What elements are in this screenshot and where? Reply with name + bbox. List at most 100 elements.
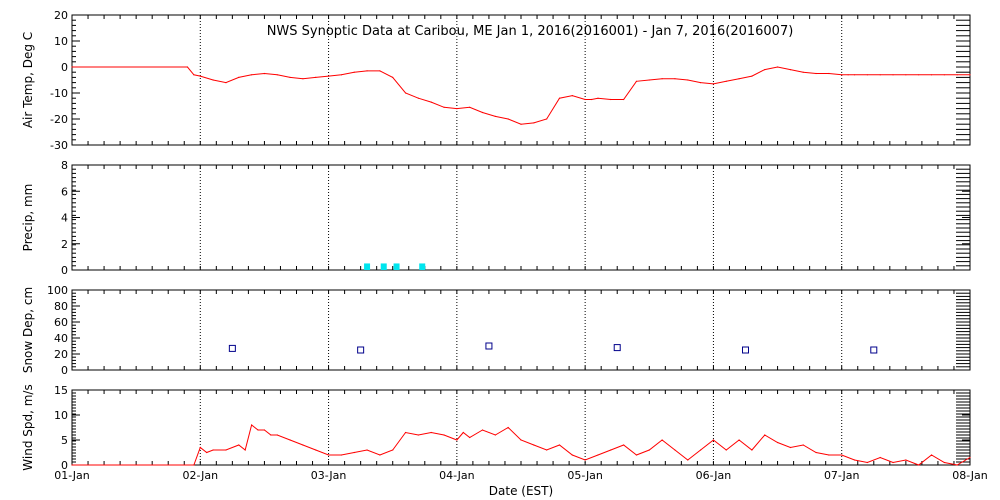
data-point — [687, 79, 689, 81]
ytick-label: 8 — [61, 159, 68, 172]
data-point — [635, 80, 638, 82]
data-point — [687, 459, 689, 461]
data-point — [302, 78, 304, 80]
ytick-label: 10 — [54, 409, 68, 422]
panel-frame — [71, 389, 971, 466]
data-point — [866, 461, 868, 464]
data-point — [481, 111, 484, 114]
data-point — [289, 76, 291, 78]
data-point — [315, 449, 317, 451]
data-point — [494, 115, 496, 117]
data-point — [700, 82, 702, 84]
panel-1: 8 6 4 2 0 Precip, mm — [21, 159, 971, 277]
data-point — [507, 118, 509, 120]
data-point — [469, 106, 471, 108]
data-point — [828, 72, 830, 75]
data-point — [225, 82, 227, 84]
data-point — [597, 454, 599, 456]
data-point — [815, 451, 817, 454]
data-point — [462, 431, 464, 434]
data-point — [648, 449, 650, 451]
data-point — [456, 439, 458, 441]
data-point — [193, 464, 195, 466]
data-point — [238, 444, 240, 446]
xtick-label: 04-Jan — [439, 469, 475, 482]
data-point — [879, 74, 881, 76]
data-point — [212, 449, 214, 451]
data-point — [71, 66, 73, 68]
data-point — [353, 71, 355, 73]
data-point — [507, 426, 509, 429]
ytick-label: -30 — [50, 139, 68, 152]
data-point — [674, 449, 676, 451]
data-point — [802, 444, 804, 446]
ytick-label: 0 — [61, 264, 68, 277]
data-point — [340, 74, 342, 76]
data-point — [956, 74, 958, 76]
y-axis-title: Air Temp, Deg C — [21, 32, 35, 128]
data-point — [892, 74, 894, 76]
data-point — [956, 464, 958, 466]
data-point — [764, 69, 766, 71]
data-point — [943, 74, 945, 76]
data-point — [828, 454, 830, 456]
xtick-label: 03-Jan — [311, 469, 347, 482]
data-point — [263, 429, 266, 431]
temp-series-line — [72, 66, 970, 125]
ytick-label: 0 — [61, 364, 68, 377]
ytick-label: 20 — [54, 348, 68, 361]
data-point — [943, 461, 945, 464]
data-point — [712, 83, 715, 85]
snow-marker — [357, 346, 365, 354]
panel-0: 20 10 0 -10 -20 -30 Air Temp, Deg C — [21, 9, 971, 152]
ytick-label: 80 — [54, 300, 68, 313]
data-point — [289, 439, 291, 441]
data-point — [417, 434, 419, 436]
data-point — [379, 70, 381, 72]
data-point — [725, 80, 727, 82]
data-point — [571, 95, 573, 97]
data-point — [456, 108, 458, 110]
data-point — [776, 441, 779, 444]
data-point — [905, 459, 907, 461]
data-point — [186, 66, 189, 68]
precip-bar — [364, 263, 371, 270]
data-point — [225, 449, 227, 451]
chart-title: NWS Synoptic Data at Caribou, ME Jan 1, … — [267, 24, 794, 39]
data-point — [276, 74, 278, 76]
data-point — [892, 461, 894, 464]
data-point — [469, 436, 471, 439]
data-point — [392, 76, 394, 78]
precip-bar — [393, 263, 400, 270]
snow-marker — [485, 342, 493, 350]
data-point — [244, 449, 246, 451]
data-point — [879, 456, 881, 459]
snow-marker — [742, 346, 749, 354]
data-point — [866, 74, 868, 76]
data-point — [905, 74, 907, 76]
data-point — [199, 446, 201, 449]
precip-bar — [419, 263, 426, 270]
xtick-label: 06-Jan — [696, 469, 732, 482]
data-point — [193, 74, 195, 76]
xtick-label: 02-Jan — [183, 469, 219, 482]
data-point — [443, 106, 445, 108]
panel-2: 100 80 60 40 20 0 Snow Dep, cm — [21, 284, 971, 377]
data-point — [700, 449, 702, 451]
data-point — [558, 97, 561, 99]
ytick-label: 40 — [54, 332, 68, 345]
precip-bar — [380, 263, 387, 270]
data-point — [366, 70, 368, 72]
data-point — [802, 71, 804, 73]
data-point — [918, 74, 920, 76]
data-point — [212, 79, 214, 81]
data-point — [590, 98, 593, 101]
data-point — [315, 76, 317, 78]
data-point — [789, 446, 792, 449]
data-point — [584, 459, 586, 461]
data-point — [661, 78, 663, 80]
data-point — [481, 429, 484, 431]
data-point — [533, 122, 535, 124]
data-point — [841, 74, 843, 76]
